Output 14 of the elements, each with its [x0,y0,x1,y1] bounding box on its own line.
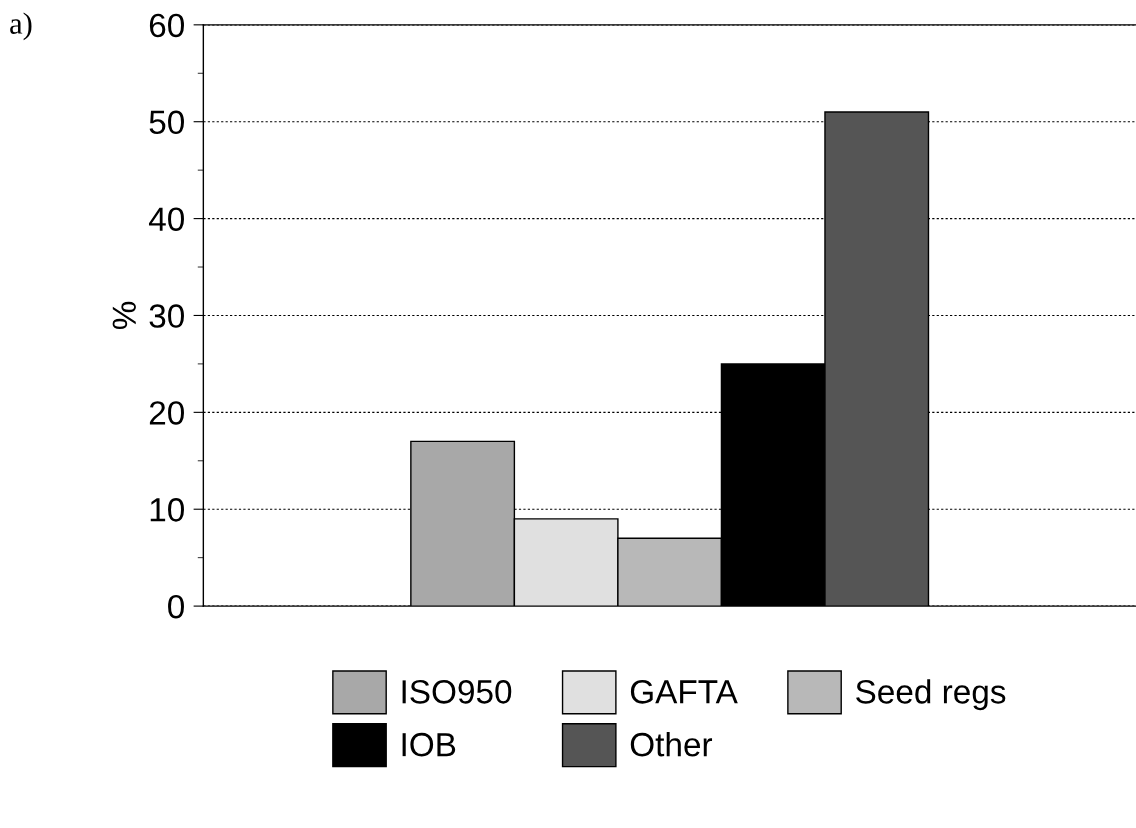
legend-label: ISO950 [402,680,512,704]
y-tick-label: 40 [148,207,184,231]
y-tick-label: 60 [149,13,184,38]
chart-title: a) [10,12,32,41]
y-tick-label: 10 [150,498,184,522]
legend-label: GAFTA [630,680,738,704]
legend-label: Seed regs [856,679,1006,711]
legend-label: IOB [402,732,456,757]
y-tick-label: 50 [149,110,184,135]
y-tick-label: 0 [168,594,184,619]
y-tick-label: 30 [149,304,184,328]
y-tick-label: 20 [149,401,184,425]
legend-label: Other [630,731,713,757]
y-axis-title: % [112,301,136,330]
